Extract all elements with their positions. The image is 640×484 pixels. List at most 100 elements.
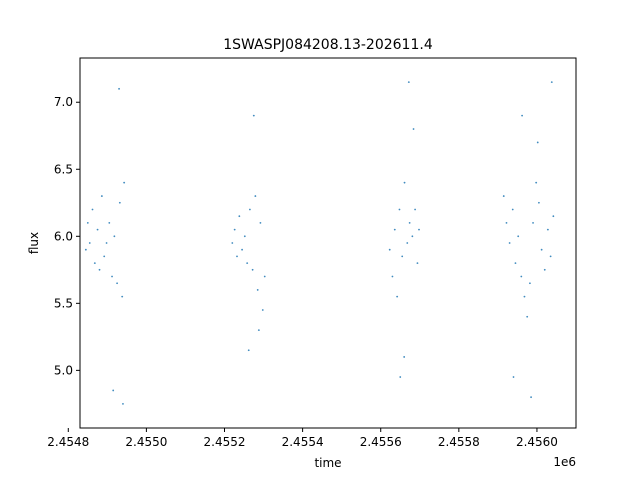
data-point	[243, 235, 246, 238]
data-point	[406, 242, 409, 244]
data-point	[403, 181, 406, 184]
x-axis-label: time	[314, 456, 341, 470]
data-point	[412, 128, 415, 130]
data-point	[123, 181, 126, 184]
data-point	[411, 235, 414, 238]
x-axis: 2.4548 2.4550 2.4552 2.4554 2.4556 2.4558 2.45…	[47, 428, 558, 449]
data-point	[233, 228, 236, 231]
data-point	[535, 181, 538, 184]
data-point	[543, 268, 546, 271]
x-tick-label: 2.4556	[360, 435, 402, 449]
data-point	[529, 282, 531, 285]
data-point	[86, 221, 89, 224]
data-point	[105, 242, 108, 244]
data-points	[84, 81, 555, 405]
data-point	[252, 114, 255, 117]
data-point	[261, 309, 264, 311]
data-point	[512, 376, 515, 378]
data-point	[236, 255, 238, 258]
y-tick-label: 7.0	[54, 95, 73, 109]
data-point	[536, 141, 539, 144]
data-point	[231, 242, 234, 244]
data-point	[122, 402, 124, 405]
data-point	[112, 389, 115, 392]
data-point	[549, 255, 552, 258]
data-point	[84, 248, 87, 251]
data-point	[511, 208, 514, 211]
data-point	[546, 228, 549, 231]
y-tick-label: 6.5	[54, 162, 73, 176]
data-point	[407, 81, 410, 84]
data-point	[254, 195, 257, 197]
data-point	[88, 242, 91, 244]
data-point	[550, 81, 553, 84]
x-tick-label: 2.4552	[204, 435, 246, 449]
data-point	[98, 268, 101, 271]
data-point	[108, 221, 111, 224]
data-point	[248, 208, 251, 211]
data-point	[403, 356, 406, 358]
y-axis: 5.0 5.5 6.0 6.5 7.0	[54, 95, 80, 377]
data-point	[502, 195, 505, 197]
data-point	[259, 221, 262, 224]
data-point	[238, 215, 241, 218]
data-point	[257, 329, 260, 332]
data-point	[118, 87, 120, 90]
data-point	[251, 268, 254, 271]
data-point	[514, 262, 517, 265]
data-point	[103, 255, 106, 258]
data-point	[418, 228, 420, 231]
data-point	[526, 315, 529, 318]
data-point	[414, 208, 416, 211]
data-point	[91, 208, 94, 211]
data-point	[113, 235, 116, 238]
data-point	[388, 248, 391, 251]
x-tick-label: 2.4554	[282, 435, 324, 449]
data-point	[100, 195, 103, 197]
data-point	[398, 208, 401, 211]
data-point	[399, 376, 402, 378]
y-tick-label: 5.5	[54, 296, 73, 310]
data-point	[391, 275, 394, 278]
data-point	[93, 262, 96, 265]
data-point	[538, 201, 540, 204]
x-offset-label: 1e6	[553, 455, 576, 469]
data-point	[241, 248, 243, 251]
data-point	[517, 235, 520, 238]
x-tick-label: 2.4548	[47, 435, 89, 449]
data-point	[118, 201, 121, 204]
data-point	[520, 275, 523, 278]
x-tick-label: 2.4550	[125, 435, 167, 449]
data-point	[521, 114, 523, 117]
data-point	[408, 221, 411, 224]
data-point	[256, 289, 259, 291]
y-tick-label: 6.0	[54, 229, 73, 243]
data-point	[263, 275, 266, 278]
y-tick-label: 5.0	[54, 363, 73, 377]
data-point	[530, 396, 532, 399]
y-axis-label: flux	[27, 232, 41, 254]
chart-title: 1SWASPJ084208.13-202611.4	[223, 37, 433, 53]
data-point	[121, 295, 124, 298]
data-point	[396, 295, 399, 298]
data-point	[532, 221, 534, 224]
plot-frame	[79, 57, 577, 429]
data-point	[508, 242, 511, 244]
data-point	[552, 215, 555, 218]
data-point	[246, 262, 249, 265]
data-point	[116, 282, 118, 285]
data-point	[111, 275, 113, 278]
data-point	[247, 349, 250, 352]
data-point	[401, 255, 404, 258]
data-point	[540, 248, 543, 251]
data-point	[505, 221, 508, 224]
x-tick-label: 2.4558	[438, 435, 480, 449]
data-point	[523, 295, 526, 298]
data-point	[416, 262, 419, 265]
data-point	[393, 228, 396, 231]
data-point	[96, 228, 99, 231]
x-tick-label: 2.4560	[516, 435, 558, 449]
